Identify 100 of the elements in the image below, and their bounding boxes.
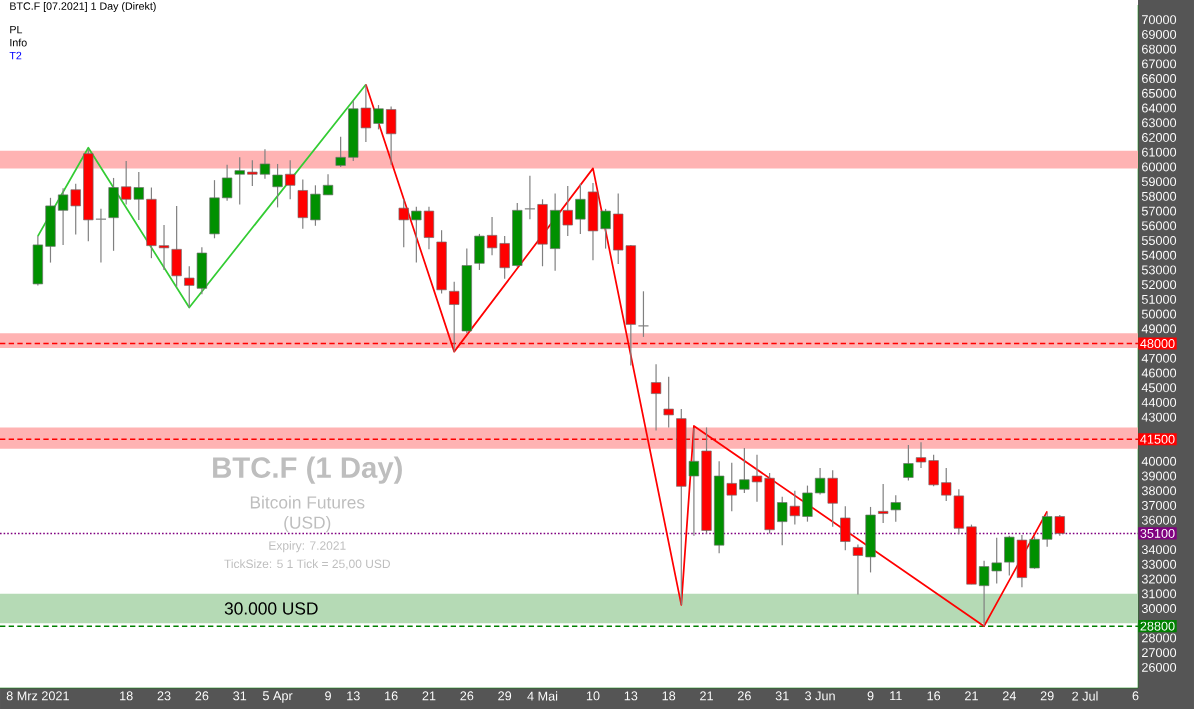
- y-tick-label: 38000: [1141, 486, 1177, 496]
- y-tick-label: 40000: [1141, 456, 1177, 466]
- candlestick: [903, 444, 914, 482]
- y-tick-label: 39000: [1141, 471, 1177, 481]
- y-tick-label: 53000: [1141, 265, 1177, 275]
- x-tick-label: 3 Jun: [805, 691, 835, 701]
- y-tick-label: 63000: [1142, 118, 1177, 128]
- ref-line-label: 35100: [1140, 528, 1175, 538]
- candlestick: [285, 159, 296, 200]
- annotation: TickSize: 5 1 Tick = 25,00 USD: [224, 559, 390, 570]
- candlestick: [878, 483, 889, 524]
- x-tick-label: 9: [325, 691, 331, 701]
- candlestick: [373, 104, 384, 130]
- candlestick: [234, 156, 245, 206]
- x-tick-label: 26: [195, 691, 209, 701]
- annotation: Expiry: 7.2021: [269, 541, 346, 553]
- ref-line-label: 41500: [1140, 434, 1175, 444]
- candlestick: [739, 447, 750, 494]
- y-tick-label: 69000: [1142, 29, 1177, 39]
- x-tick-label: 9: [867, 691, 874, 701]
- annotation: (USD): [284, 515, 331, 533]
- y-tick-label: 50000: [1141, 309, 1177, 319]
- candlestick: [915, 441, 927, 469]
- candlestick: [751, 454, 763, 503]
- y-tick-label: 28000: [1142, 633, 1177, 643]
- x-tick-label: 13: [347, 691, 360, 701]
- candlestick: [272, 163, 283, 208]
- x-tick-label: 21: [422, 691, 436, 701]
- x-tick-label: 11: [890, 691, 902, 701]
- x-tick-label: 24: [1002, 691, 1016, 701]
- x-tick-label: 6: [1132, 691, 1139, 701]
- x-tick-label: 5 Apr: [262, 691, 293, 703]
- y-tick-label: 70000: [1142, 15, 1177, 25]
- y-tick-label: 58000: [1141, 191, 1177, 201]
- candlestick: [398, 198, 409, 248]
- y-tick-label: 43000: [1141, 412, 1177, 422]
- candlestick: [802, 484, 813, 523]
- x-tick-label: 4 Mai: [527, 691, 558, 701]
- x-tick-label: 26: [737, 691, 751, 701]
- y-tick-label: 59000: [1141, 177, 1177, 187]
- text: Info: [10, 38, 27, 47]
- y-tick-label: 33000: [1141, 559, 1177, 569]
- candlestick: [486, 216, 498, 256]
- y-tick-label: 32000: [1141, 574, 1177, 584]
- y-tick-label: 60000: [1142, 162, 1177, 172]
- y-tick-label: 64000: [1142, 103, 1177, 113]
- annotation: Bitcoin Futures: [250, 495, 365, 509]
- y-tick-label: 56000: [1141, 221, 1177, 231]
- y-tick-label: 55000: [1141, 236, 1177, 245]
- y-tick-label: 26000: [1142, 662, 1177, 672]
- candlestick: [575, 183, 586, 235]
- x-tick-label: 10: [586, 691, 600, 701]
- x-tick-label: 31: [775, 691, 789, 701]
- x-tick-label: 23: [157, 691, 171, 701]
- x-tick-label: 21: [965, 691, 978, 701]
- x-tick-label: 21: [700, 691, 713, 701]
- y-tick-label: 47000: [1141, 353, 1177, 363]
- candlestick: [600, 208, 611, 250]
- candlestick: [840, 505, 851, 551]
- x-tick-label: 29: [1040, 691, 1054, 701]
- y-tick-label: 36000: [1141, 515, 1177, 525]
- text: PL: [10, 25, 23, 34]
- candlestick: [158, 224, 170, 271]
- candlestick: [259, 148, 271, 180]
- x-tick-label: 16: [927, 691, 941, 701]
- x-tick-label: 31: [233, 691, 247, 701]
- x-tick-label: 2 Jul: [1072, 691, 1098, 701]
- y-tick-label: 66000: [1142, 74, 1177, 84]
- candlestick: [322, 173, 334, 196]
- y-tick-label: 52000: [1141, 280, 1177, 290]
- x-tick-label: 26: [460, 691, 474, 701]
- ref-line-label: 48000: [1140, 339, 1175, 349]
- annotation: BTC.F (1 Day): [213, 456, 402, 484]
- x-tick-label: 18: [662, 691, 676, 701]
- y-tick-label: 54000: [1141, 250, 1177, 260]
- y-tick-label: 44000: [1141, 397, 1177, 407]
- y-tick-label: 31000: [1141, 589, 1177, 599]
- candlestick: [524, 175, 536, 220]
- candlestick: [335, 136, 346, 168]
- chart-title: BTC.F [07.2021] 1 Day (Direkt): [10, 2, 156, 12]
- text: T2: [9, 51, 22, 60]
- y-tick-label: 27000: [1142, 648, 1177, 658]
- y-tick-label: 61000: [1142, 147, 1177, 157]
- y-tick-label: 65000: [1142, 88, 1177, 98]
- y-tick-label: 68000: [1142, 44, 1177, 54]
- y-tick-label: 51000: [1141, 294, 1177, 304]
- y-tick-label: 49000: [1141, 324, 1177, 334]
- ref-line-label: 28800: [1140, 621, 1175, 631]
- candlestick: [221, 164, 233, 202]
- candlestick: [650, 363, 662, 431]
- candlestick: [247, 159, 258, 187]
- candlestick: [637, 290, 650, 338]
- y-tick-label: 37000: [1141, 500, 1177, 510]
- line-series: [36, 83, 367, 309]
- y-tick-label: 62000: [1142, 132, 1177, 142]
- y-tick-label: 46000: [1141, 368, 1177, 378]
- y-tick-label: 34000: [1141, 545, 1177, 555]
- x-tick-label: 29: [498, 691, 512, 701]
- candlestick: [852, 543, 864, 596]
- x-tick-label: 13: [624, 691, 638, 701]
